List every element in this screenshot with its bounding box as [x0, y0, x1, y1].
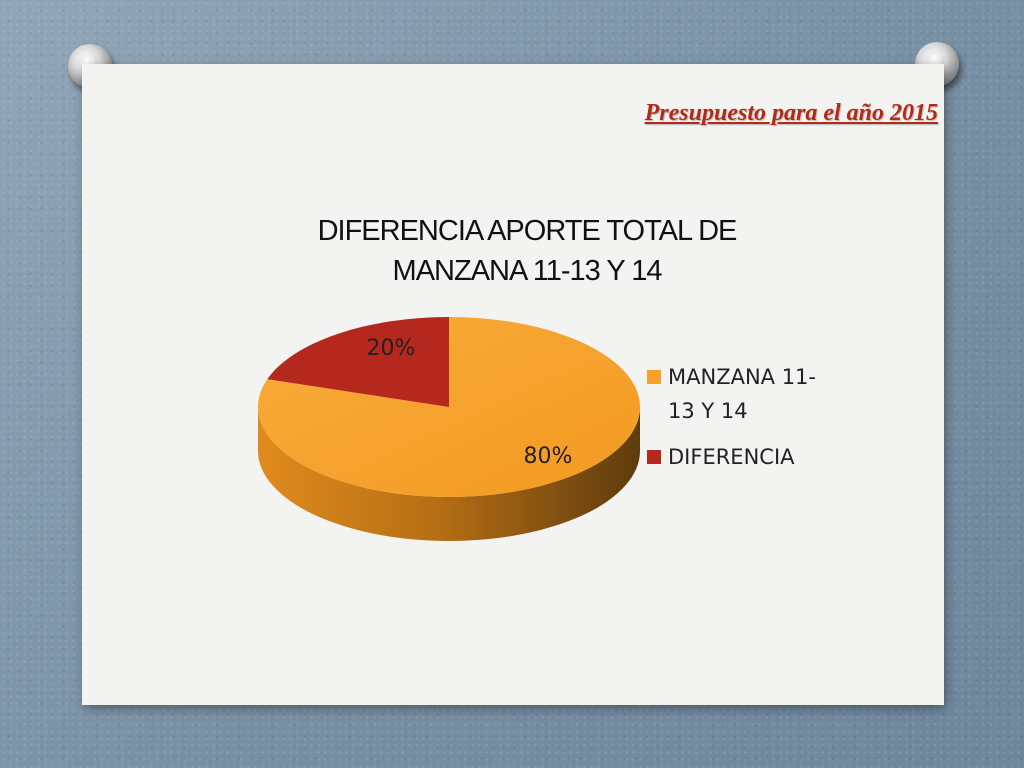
- data-label-1: 20%: [367, 336, 416, 361]
- legend-swatch-0: [647, 370, 661, 384]
- chart-title-line-1: DIFERENCIA APORTE TOTAL DE: [318, 215, 737, 247]
- slide-heading: Presupuesto para el año 2015: [644, 100, 938, 126]
- legend-label-0: MANZANA 11-13 Y 14: [668, 365, 816, 423]
- chart-title-line-2: MANZANA 11-13 Y 14: [393, 255, 663, 287]
- legend-swatch-1: [647, 450, 661, 464]
- pie-slice-side-0: [258, 407, 640, 541]
- data-label-0: 80%: [524, 444, 573, 469]
- pie-slice-1: [267, 317, 449, 407]
- legend-label-1: DIFERENCIA: [668, 445, 795, 469]
